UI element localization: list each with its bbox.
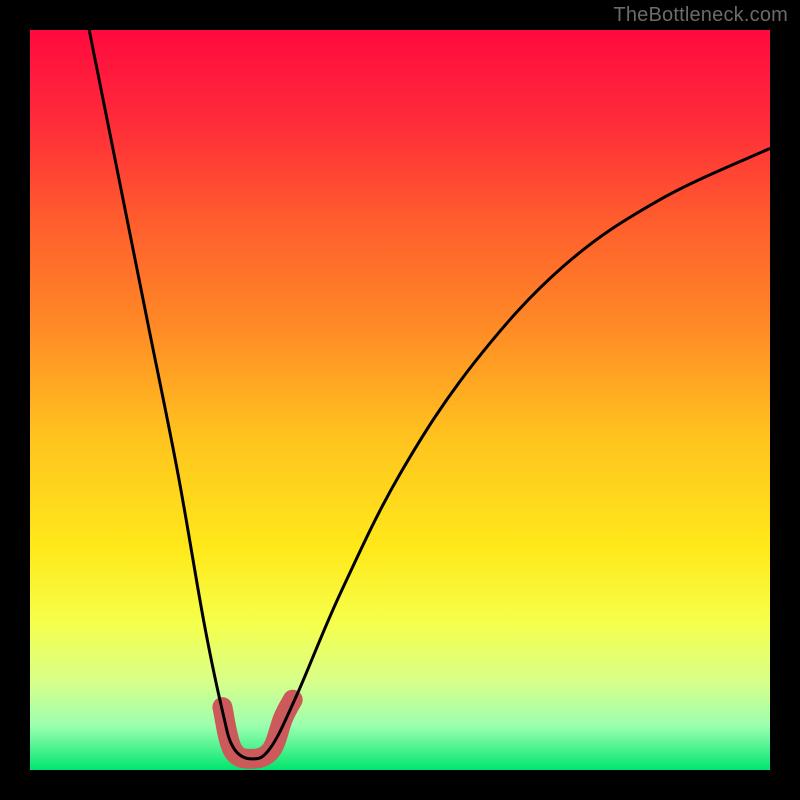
chart-stage: TheBottleneck.com <box>0 0 800 800</box>
bottleneck-chart <box>0 0 800 800</box>
gradient-background <box>30 30 770 770</box>
